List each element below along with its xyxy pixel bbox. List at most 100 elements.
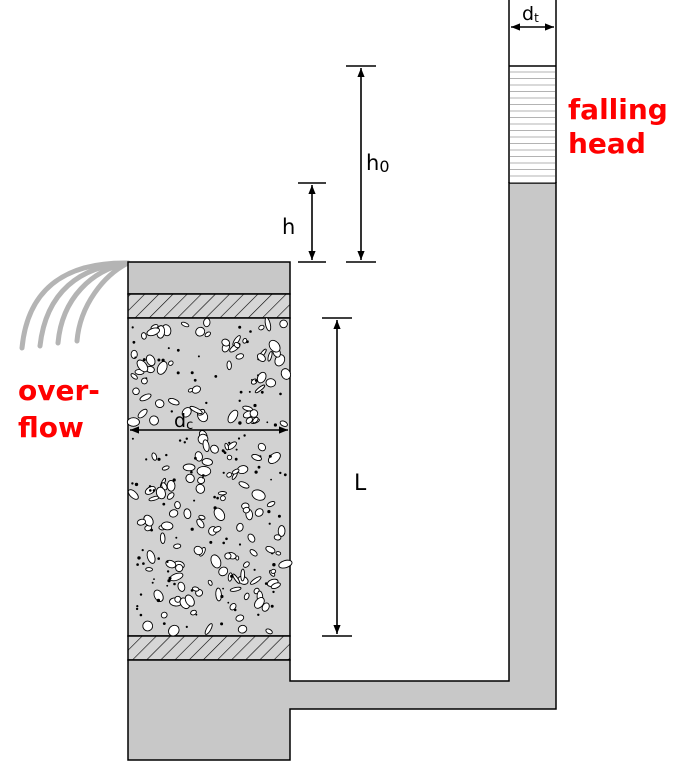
soil-particle xyxy=(209,540,213,544)
soil-particle xyxy=(148,485,152,488)
soil-particle xyxy=(190,609,197,616)
soil-particle xyxy=(187,388,194,393)
soil-particle xyxy=(210,444,219,454)
soil-particle xyxy=(146,327,160,337)
soil-particle xyxy=(193,378,197,382)
soil-particle xyxy=(243,434,246,437)
soil-particle xyxy=(268,522,271,525)
soil-particle xyxy=(136,605,139,608)
soil-particle xyxy=(166,479,176,492)
soil-particle xyxy=(267,351,273,362)
soil-particle xyxy=(152,489,156,492)
soil-particle xyxy=(153,578,155,580)
soil-particle xyxy=(194,456,197,460)
h0-label: h0 xyxy=(366,151,390,176)
soil-particle xyxy=(253,403,257,408)
soil-particle xyxy=(251,379,253,381)
soil-particle xyxy=(278,559,293,569)
soil-particle xyxy=(130,349,138,359)
soil-particle xyxy=(259,455,262,458)
soil-particle xyxy=(224,442,229,451)
soil-particle xyxy=(145,567,153,572)
soil-particle xyxy=(168,360,174,366)
soil-particle xyxy=(183,441,186,444)
soil-particle xyxy=(251,489,266,501)
soil-particle xyxy=(142,620,154,632)
soil-particle xyxy=(279,392,282,396)
soil-particle xyxy=(150,528,154,532)
soil-particle xyxy=(161,358,165,362)
soil-particle xyxy=(184,594,195,607)
soil-particle xyxy=(279,319,288,329)
soil-particle xyxy=(132,340,136,344)
soil-particle xyxy=(245,416,253,424)
soil-particle xyxy=(215,587,222,602)
soil-particle xyxy=(168,576,172,580)
soil-particle xyxy=(235,353,245,360)
soil-particle xyxy=(234,457,238,461)
soil-particle xyxy=(174,501,181,510)
soil-particle xyxy=(239,390,243,394)
soil-particle xyxy=(180,321,190,328)
soil-particle xyxy=(270,568,277,574)
soil-particle xyxy=(141,332,147,340)
soil-particle xyxy=(254,384,266,394)
soil-particle xyxy=(238,325,242,329)
soil-particle xyxy=(242,338,248,344)
soil-particle xyxy=(220,594,224,599)
soil-particle xyxy=(166,560,169,564)
soil-particle xyxy=(139,613,143,617)
soil-particle xyxy=(227,409,239,424)
soil-particle xyxy=(221,449,225,453)
soil-particle xyxy=(161,521,174,531)
soil-particle xyxy=(157,457,161,461)
soil-particle xyxy=(221,338,231,347)
soil-particle xyxy=(176,371,180,375)
soil-particle xyxy=(240,568,246,582)
soil-particle xyxy=(165,453,168,457)
soil-particle xyxy=(159,532,166,544)
soil-particle xyxy=(196,518,205,529)
soil-particle xyxy=(270,582,281,590)
soil-particle xyxy=(195,326,206,337)
soil-particle xyxy=(183,508,192,520)
soil-particle xyxy=(162,502,166,506)
soil-particle xyxy=(267,510,271,514)
soil-particle xyxy=(217,491,227,496)
soil-particle xyxy=(238,399,241,402)
soil-particle xyxy=(176,348,180,352)
soil-particle xyxy=(210,554,222,569)
soil-particle xyxy=(202,439,210,453)
soil-particle xyxy=(253,568,256,571)
soil-particle xyxy=(185,473,195,484)
soil-particle xyxy=(254,508,264,517)
soil-particle xyxy=(270,604,274,608)
soil-particle xyxy=(167,579,171,583)
soil-particle xyxy=(264,582,268,585)
soil-particle xyxy=(192,586,200,592)
soil-particle xyxy=(226,360,232,371)
soil-particle xyxy=(243,561,250,568)
soil-particle xyxy=(136,359,149,373)
soil-particle xyxy=(283,473,287,477)
soil-particle xyxy=(248,390,251,393)
soil-particle xyxy=(227,601,230,604)
soil-particle xyxy=(204,623,213,635)
soil-particle xyxy=(195,613,198,616)
h0-dimension xyxy=(346,65,376,263)
soil-particle xyxy=(145,354,156,367)
soil-particle xyxy=(256,353,266,362)
soil-particle xyxy=(167,347,170,350)
top-porous-stone xyxy=(127,293,291,319)
soil-particle xyxy=(201,474,205,477)
soil-particle xyxy=(141,377,148,385)
dt-label: dt xyxy=(522,3,539,25)
soil-particle xyxy=(168,398,180,406)
soil-particle xyxy=(260,390,264,394)
soil-particle xyxy=(182,463,196,472)
soil-particle xyxy=(155,486,166,500)
soil-particle xyxy=(157,358,161,362)
soil-particle xyxy=(190,371,194,375)
soil-particle xyxy=(190,470,193,474)
